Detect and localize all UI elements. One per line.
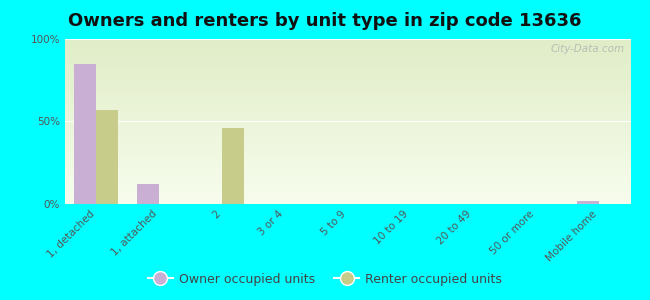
Bar: [96, 110, 118, 204]
Bar: [74, 64, 96, 204]
Text: City-Data.com: City-Data.com: [551, 44, 625, 54]
Bar: [577, 201, 599, 204]
Bar: [222, 128, 244, 204]
Bar: [137, 184, 159, 204]
Legend: Owner occupied units, Renter occupied units: Owner occupied units, Renter occupied un…: [143, 268, 507, 291]
Text: Owners and renters by unit type in zip code 13636: Owners and renters by unit type in zip c…: [68, 12, 582, 30]
